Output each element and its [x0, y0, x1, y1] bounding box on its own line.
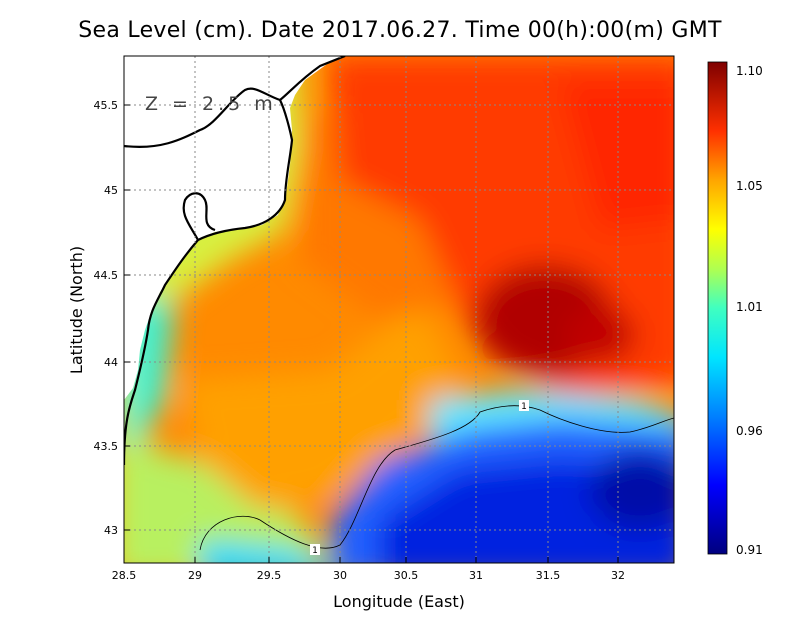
contour-label: 1 — [312, 546, 318, 556]
y-tick-labels: 43 43.5 44 44.5 45 45.5 — [94, 99, 119, 537]
colorbar-tick-label: 1.01 — [736, 300, 763, 314]
y-tick-label: 43.5 — [94, 440, 119, 453]
y-tick-marks — [124, 104, 130, 531]
contour-labels: 1 1 — [310, 400, 529, 556]
x-tick-labels: 28.5 29 29.5 30 30.5 31 31.5 32 — [112, 569, 625, 582]
gridlines — [124, 56, 674, 563]
colorbar-tick-label: 0.96 — [736, 424, 763, 438]
colorbar-tick-label: 1.05 — [736, 179, 763, 193]
x-tick-label: 32 — [611, 569, 625, 582]
plot-frame — [123, 55, 675, 564]
x-axis-label: Longitude (East) — [333, 592, 465, 611]
x-tick-label: 29 — [188, 569, 202, 582]
y-tick-label: 43 — [104, 524, 118, 537]
coastline — [124, 56, 346, 466]
y-tick-label: 45.5 — [94, 99, 119, 112]
colorbar-labels: 1.10 1.05 1.01 0.96 0.91 — [736, 64, 763, 557]
x-tick-label: 31.5 — [536, 569, 561, 582]
x-tick-label: 30.5 — [394, 569, 419, 582]
y-tick-label: 45 — [104, 184, 118, 197]
x-tick-marks — [123, 557, 619, 563]
map-title: Sea Level (cm). Date 2017.06.27. Time 00… — [78, 18, 722, 43]
x-tick-label: 31 — [469, 569, 483, 582]
contour-label: 1 — [521, 402, 527, 412]
y-tick-label: 44.5 — [94, 269, 119, 282]
contour-line — [199, 405, 674, 551]
x-tick-label: 28.5 — [112, 569, 137, 582]
depth-label: Z = 2.5 m — [145, 93, 277, 115]
colorbar-tick-label: 1.10 — [736, 64, 763, 78]
colorbar — [707, 61, 728, 555]
sea-level-field — [124, 56, 674, 563]
land-area — [124, 56, 345, 400]
y-axis-label: Latitude (North) — [67, 246, 86, 374]
x-tick-label: 30 — [333, 569, 347, 582]
x-tick-label: 29.5 — [257, 569, 282, 582]
colorbar-tick-label: 0.91 — [736, 543, 763, 557]
y-tick-label: 44 — [104, 356, 118, 369]
